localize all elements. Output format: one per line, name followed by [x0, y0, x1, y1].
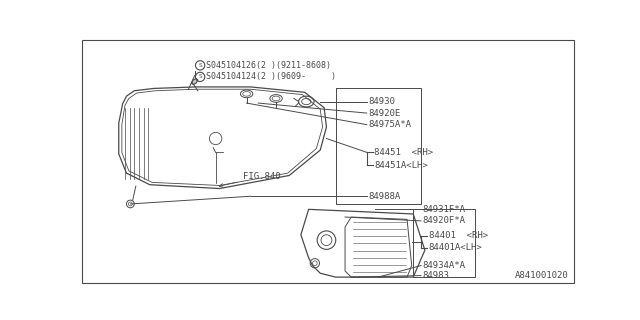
Text: 84451  <RH>: 84451 <RH> [374, 148, 434, 157]
Text: S: S [198, 63, 202, 68]
Text: 84451A<LH>: 84451A<LH> [374, 161, 428, 170]
Text: 84930: 84930 [368, 97, 395, 106]
Text: 84988A: 84988A [368, 192, 401, 201]
Text: S: S [198, 74, 202, 79]
Text: 84920F*A: 84920F*A [422, 216, 465, 225]
Text: 84401  <RH>: 84401 <RH> [429, 231, 488, 240]
Text: 84401A<LH>: 84401A<LH> [429, 243, 483, 252]
Text: 84975A*A: 84975A*A [368, 120, 412, 129]
Text: 84931F*A: 84931F*A [422, 205, 465, 214]
Text: FIG.840: FIG.840 [220, 172, 280, 187]
Text: 84934A*A: 84934A*A [422, 261, 465, 270]
Text: S045104126(2 )(9211-8608): S045104126(2 )(9211-8608) [206, 61, 332, 70]
Text: 84983: 84983 [422, 271, 449, 280]
Text: A841001020: A841001020 [515, 271, 568, 280]
Text: S045104124(2 )(9609-     ): S045104124(2 )(9609- ) [206, 72, 337, 81]
Polygon shape [191, 78, 198, 84]
Text: 84920E: 84920E [368, 108, 401, 117]
